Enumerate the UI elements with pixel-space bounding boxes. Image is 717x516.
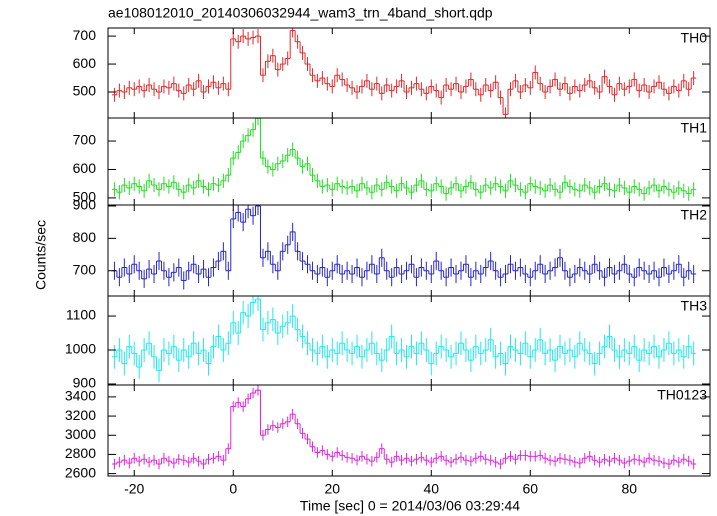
x-axis-label: Time [sec] 0 = 2014/03/06 03:29:44 <box>300 498 520 514</box>
panel-frame <box>107 27 711 119</box>
x-tick-label: 60 <box>523 481 539 497</box>
y-tick-label: 500 <box>73 83 97 99</box>
y-tick-label: 700 <box>73 27 97 43</box>
x-tick-label: -20 <box>124 481 144 497</box>
y-tick-label: 600 <box>73 160 97 176</box>
y-tick-label: 1000 <box>65 341 96 357</box>
y-tick-label: 600 <box>73 55 97 71</box>
panel-label: TH0 <box>681 30 708 46</box>
panel-label: TH0123 <box>657 387 707 403</box>
y-tick-label: 800 <box>73 229 97 245</box>
y-tick-label: 3000 <box>65 426 96 442</box>
y-tick-label: 900 <box>73 197 97 213</box>
panel-label: TH2 <box>681 207 708 223</box>
y-tick-label: 3200 <box>65 407 96 423</box>
y-tick-label: 500 <box>73 189 97 205</box>
y-tick-label: 1100 <box>66 307 96 323</box>
x-tick-label: 80 <box>622 481 638 497</box>
panel-frame <box>107 384 711 477</box>
x-tick-label: 40 <box>423 481 439 497</box>
y-tick-label: 3400 <box>65 388 96 404</box>
y-tick-label: 2800 <box>65 445 96 461</box>
panel-label: TH1 <box>681 120 708 136</box>
x-tick-label: 0 <box>229 481 237 497</box>
y-tick-label: 700 <box>73 261 97 277</box>
x-tick-label: 20 <box>324 481 340 497</box>
y-tick-label: 900 <box>73 375 97 391</box>
y-tick-label: 2600 <box>65 464 96 480</box>
y-axis-label: Counts/sec <box>33 220 49 290</box>
panel-label: TH3 <box>681 298 708 314</box>
panel-frame <box>107 295 711 386</box>
y-tick-label: 700 <box>73 132 97 148</box>
chart-title: ae108012010_20140306032944_wam3_trn_4ban… <box>108 5 493 21</box>
